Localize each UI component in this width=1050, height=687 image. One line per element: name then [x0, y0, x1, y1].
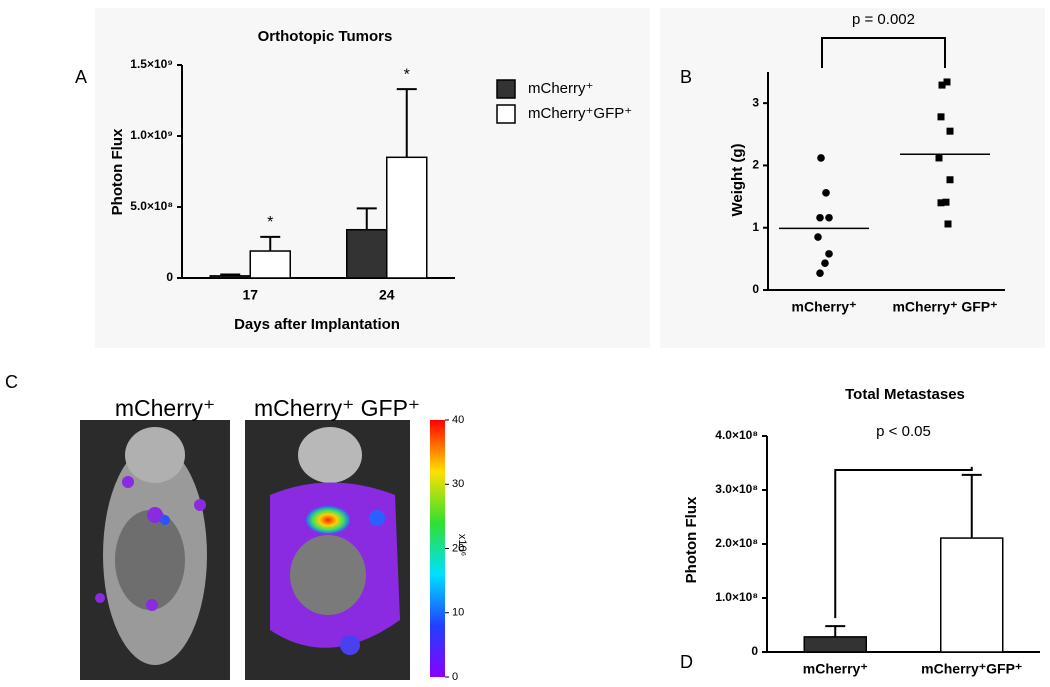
significance-marker: * [267, 214, 273, 231]
y-tick-label: 0 [166, 270, 173, 284]
x-tick-label: mCherry⁺GFP⁺ [921, 661, 1022, 677]
data-point [944, 220, 952, 228]
y-tick-label: 1.0×10⁸ [715, 590, 758, 604]
data-point [825, 250, 833, 258]
x-tick-label: mCherry⁺ [792, 299, 857, 315]
significance-bracket [821, 37, 946, 68]
y-tick-label: 3.0×10⁸ [715, 482, 758, 496]
colorbar-tick-label: 0 [452, 671, 458, 682]
bar [803, 636, 867, 653]
significance-marker: * [404, 66, 410, 83]
colorbar [430, 420, 445, 677]
image-label: mCherry⁺ [115, 395, 215, 421]
data-point [816, 269, 824, 277]
data-point [937, 199, 945, 207]
bar [940, 537, 1004, 653]
p-value: p = 0.002 [852, 11, 915, 28]
y-tick-label: 4.0×10⁸ [715, 428, 758, 442]
image-label: mCherry⁺ GFP⁺ [254, 395, 420, 421]
bar [209, 275, 251, 279]
colorbar-tick-label: 10 [452, 607, 464, 619]
data-point [816, 213, 824, 222]
y-tick-label: 0 [752, 282, 759, 296]
data-point [935, 154, 943, 162]
p-value: p < 0.05 [876, 423, 931, 440]
chart-title: Total Metastases [845, 386, 965, 403]
chart-title: Orthotopic Tumors [258, 28, 393, 45]
data-point [942, 198, 950, 206]
legend-label: mCherry⁺GFP⁺ [528, 105, 632, 122]
panel-label: B [680, 67, 692, 87]
y-axis-label: Photon Flux [683, 496, 700, 583]
data-point [814, 233, 822, 241]
mouse-image-1 [80, 420, 230, 680]
x-tick-label: mCherry⁺ [803, 661, 868, 677]
data-point [937, 113, 945, 121]
panel-label: C [5, 372, 18, 392]
panel-label: D [680, 652, 693, 672]
bar [346, 228, 388, 279]
data-point [821, 259, 829, 268]
y-axis-label: Photon Flux [109, 128, 126, 215]
data-point [825, 213, 833, 222]
legend-swatch [496, 104, 516, 124]
x-tick-label: 24 [379, 287, 395, 303]
y-tick-label: 5.0×10⁸ [130, 199, 173, 213]
data-point [946, 127, 954, 135]
data-point [817, 154, 825, 162]
colorbar-unit: x10⁶ [456, 534, 468, 556]
colorbar-tick-label: 30 [452, 478, 464, 490]
y-tick-label: 2.0×10⁸ [715, 536, 758, 550]
panel-b-bg [660, 8, 1045, 348]
legend-label: mCherry⁺ [528, 80, 593, 97]
data-point [938, 81, 946, 89]
panel-label: A [75, 67, 87, 87]
y-tick-label: 0 [751, 644, 758, 658]
colorbar-tick-label: 20 [452, 542, 464, 554]
x-tick-label: mCherry⁺ GFP⁺ [892, 299, 997, 315]
mouse-image-2 [245, 420, 410, 680]
x-axis-label: Days after Implantation [234, 316, 400, 333]
data-point [822, 189, 830, 197]
data-point [946, 176, 954, 184]
x-tick-label: 17 [242, 287, 258, 303]
data-point [943, 78, 951, 86]
panel-a-bg [95, 8, 650, 348]
y-tick-label: 2 [752, 158, 759, 172]
y-tick-label: 1.0×10⁹ [130, 128, 173, 142]
y-tick-label: 3 [752, 95, 759, 109]
y-axis-label: Weight (g) [729, 143, 746, 216]
bar [249, 250, 291, 279]
significance-bracket [834, 466, 973, 619]
legend-swatch [496, 79, 516, 99]
colorbar-tick-label: 40 [452, 414, 464, 426]
bar [386, 156, 428, 279]
y-tick-label: 1 [752, 220, 759, 234]
y-tick-label: 1.5×10⁹ [130, 57, 173, 71]
